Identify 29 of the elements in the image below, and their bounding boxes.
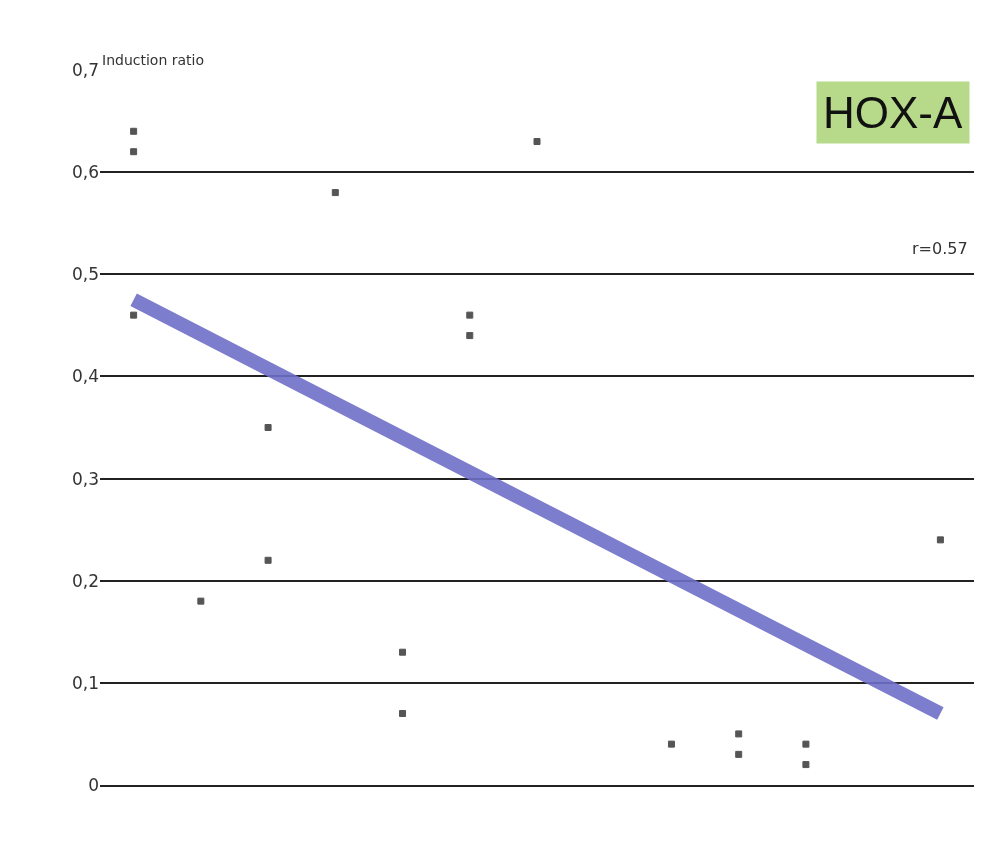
point <box>130 127 138 135</box>
y-axis-title: Induction ratio <box>102 52 205 68</box>
annotation: r=0.57 <box>912 239 968 258</box>
point <box>264 424 272 431</box>
point <box>399 648 407 656</box>
point <box>667 740 675 748</box>
y-tick-label: 0 <box>88 774 99 795</box>
point <box>466 311 474 319</box>
point <box>735 750 743 758</box>
y-tick-label: 0,1 <box>71 672 99 693</box>
point <box>197 597 205 605</box>
point <box>466 332 474 340</box>
point <box>735 730 743 738</box>
point <box>802 761 810 769</box>
point <box>802 740 810 748</box>
y-tick-label: 0,4 <box>71 366 99 387</box>
y-tick-label: 0,2 <box>71 570 99 591</box>
annotation: HOX-A <box>823 88 963 137</box>
point <box>264 556 272 564</box>
point <box>130 148 138 156</box>
point <box>936 536 944 544</box>
y-tick-label: 0,6 <box>71 162 99 183</box>
y-tick-label: 0,3 <box>71 468 99 489</box>
y-tick-label: 0,7 <box>71 59 99 80</box>
point <box>533 138 541 145</box>
y-tick-label: 0,5 <box>71 264 99 285</box>
point <box>399 710 407 717</box>
point <box>331 189 339 197</box>
point <box>130 311 138 319</box>
